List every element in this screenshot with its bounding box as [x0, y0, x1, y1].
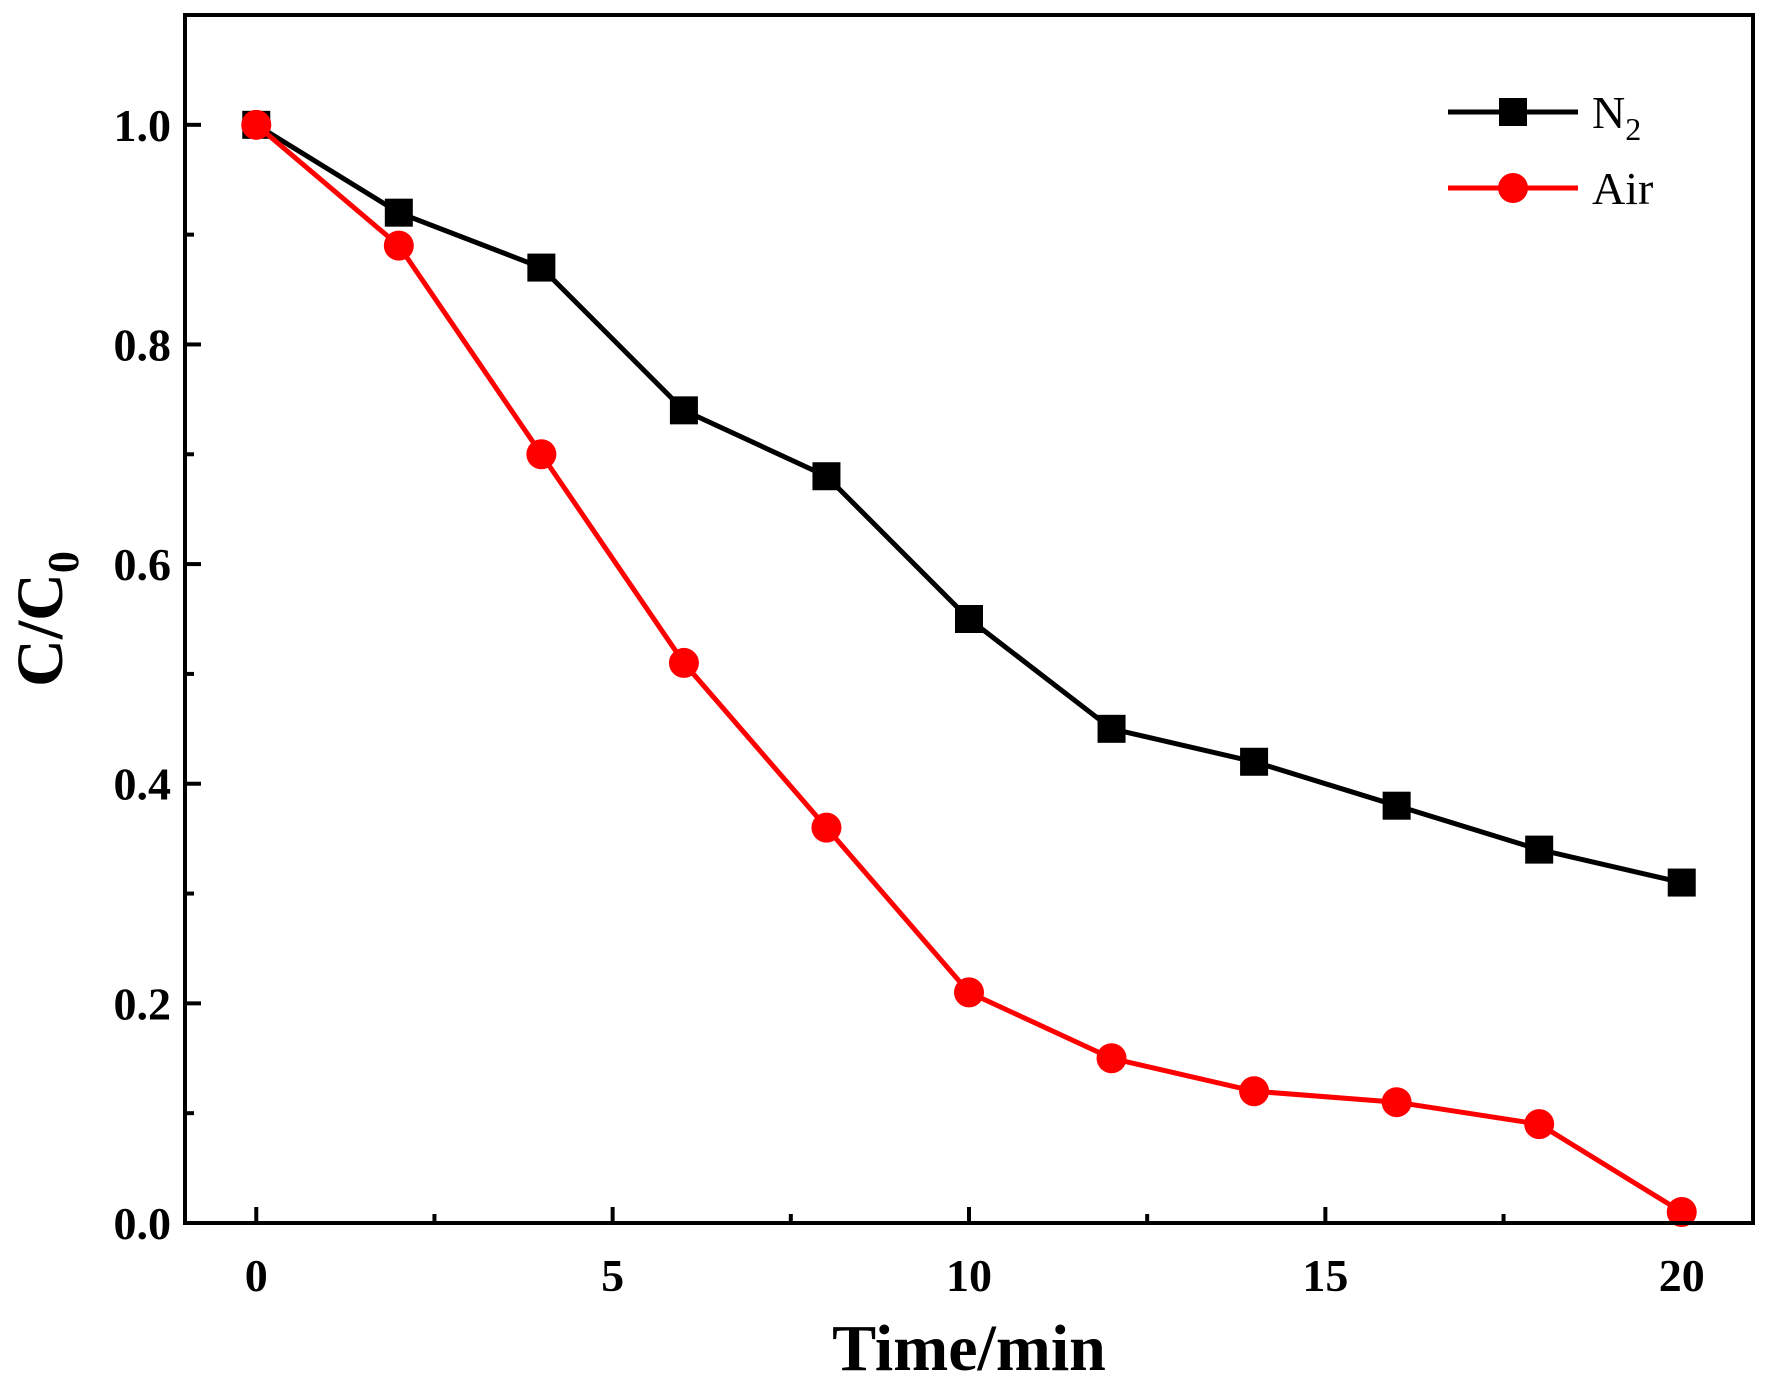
x-axis-title: Time/min	[832, 1312, 1106, 1385]
x-tick-label: 15	[1302, 1250, 1348, 1301]
y-tick-label: 1.0	[114, 100, 172, 151]
data-point-air	[1666, 1197, 1697, 1228]
data-point-air	[811, 812, 842, 843]
data-point-air	[1239, 1076, 1270, 1107]
y-tick-label: 0.2	[114, 978, 172, 1029]
y-axis-title: C/C0	[4, 551, 88, 687]
plot-area-frame	[183, 13, 1755, 1225]
data-point-n2	[1240, 747, 1269, 776]
legend-marker-air	[1498, 173, 1528, 203]
series-layer	[241, 109, 1697, 1228]
data-point-air	[954, 977, 984, 1008]
data-point-air	[668, 647, 699, 678]
legend: N2 Air	[1448, 87, 1653, 214]
data-point-air	[383, 230, 414, 261]
legend-label-main: N	[1592, 87, 1625, 138]
y-tick-label: 0.4	[114, 759, 172, 810]
y-tick-label: 0.6	[114, 539, 172, 590]
data-point-air	[241, 109, 272, 140]
data-point-n2	[1667, 868, 1696, 897]
legend-label-n2: N2	[1592, 87, 1641, 147]
data-point-n2	[669, 396, 698, 425]
data-point-n2	[812, 462, 841, 491]
y-tick-label: 0.8	[114, 319, 172, 370]
y-axis-title-main: C/C	[4, 573, 77, 687]
legend-label-main: Air	[1592, 163, 1653, 214]
legend-marker-n2	[1499, 98, 1527, 126]
series-line-n2	[254, 122, 1683, 885]
x-tick-label: 0	[245, 1250, 268, 1301]
x-tick-label: 20	[1659, 1250, 1705, 1301]
data-point-n2	[955, 605, 983, 633]
y-axis-title-subscript: 0	[39, 551, 88, 573]
data-point-n2	[1382, 791, 1411, 820]
data-point-air	[1524, 1109, 1555, 1140]
data-point-n2	[1097, 714, 1126, 743]
data-point-air	[1096, 1043, 1127, 1074]
data-point-n2	[1525, 835, 1554, 864]
y-tick-label: 0.0	[114, 1198, 172, 1249]
data-point-n2	[384, 198, 413, 227]
data-point-air	[1381, 1087, 1412, 1118]
x-tick-label: 10	[946, 1250, 992, 1301]
data-point-n2	[527, 253, 556, 282]
series-line-air	[254, 122, 1684, 1215]
legend-label-subscript: 2	[1625, 111, 1641, 147]
data-point-air	[526, 439, 557, 470]
ticks-layer: 0 5 10 15 20 0.0 0.2 0.4 0.6 0.8 1.0	[114, 100, 1705, 1301]
x-tick-label: 5	[601, 1250, 624, 1301]
legend-label-air: Air	[1592, 163, 1653, 214]
